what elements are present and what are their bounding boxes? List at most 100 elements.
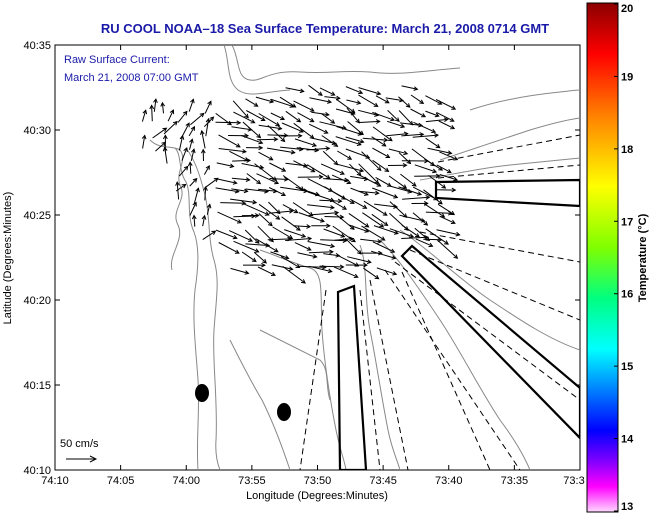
current-vector: [323, 253, 340, 257]
current-vector: [229, 150, 249, 162]
current-vector-head: [183, 147, 188, 153]
current-vector-head: [254, 213, 260, 218]
current-vector-head: [349, 199, 355, 204]
current-vector: [334, 213, 355, 230]
current-vector: [386, 133, 408, 137]
current-vector: [255, 238, 279, 253]
current-vector-head: [162, 127, 168, 133]
current-vector: [190, 113, 205, 126]
y-tick-label: 40:15: [23, 380, 51, 392]
current-vector: [203, 165, 210, 175]
current-vector: [153, 99, 157, 112]
current-vector: [231, 126, 252, 131]
current-vector-head: [366, 259, 372, 264]
current-vector: [388, 148, 408, 155]
current-vector-head: [355, 118, 360, 124]
current-vector-head: [149, 104, 155, 110]
current-vector: [332, 190, 355, 204]
current-vector: [267, 238, 292, 241]
current-vector: [285, 238, 312, 241]
current-vector-head: [348, 236, 354, 242]
current-vector-head: [362, 204, 368, 209]
current-vector: [358, 174, 381, 187]
current-vector: [218, 148, 246, 153]
current-vector-head: [296, 117, 302, 123]
current-vector-head: [390, 248, 396, 253]
current-vector-head: [283, 176, 289, 182]
current-vector: [436, 229, 460, 236]
current-vector: [425, 110, 439, 117]
current-vector: [308, 123, 328, 134]
current-vector-head: [359, 167, 365, 173]
current-vector-head: [306, 224, 312, 229]
current-vector-head: [245, 177, 251, 182]
current-vector-head: [450, 210, 456, 216]
current-vector: [387, 110, 400, 122]
y-axis-ticks: 40:35 40:30 40:25 40:20 40:15 40:10: [23, 40, 580, 477]
current-vector: [189, 202, 197, 216]
colorbar-tick-label: 19: [621, 71, 633, 83]
current-vector: [231, 188, 248, 192]
current-vector-head: [330, 205, 335, 210]
current-vector: [151, 105, 153, 122]
current-vector: [293, 122, 315, 139]
current-vector-head: [339, 264, 345, 270]
current-vector: [204, 177, 219, 189]
current-vector: [258, 151, 273, 161]
current-vector-head: [403, 226, 409, 231]
current-vector: [425, 118, 448, 123]
current-vector-head: [264, 211, 270, 216]
current-vector-head: [301, 233, 307, 238]
current-vector-head: [378, 250, 383, 256]
current-vector: [231, 177, 250, 181]
current-vector: [423, 238, 442, 241]
current-vector: [152, 127, 167, 139]
current-vector: [324, 96, 340, 99]
y-tick-label: 40:25: [23, 210, 51, 222]
current-vector-head: [274, 179, 280, 185]
current-vector: [336, 126, 362, 135]
current-vector-head: [393, 204, 399, 209]
current-vector: [293, 160, 315, 173]
current-vector: [335, 136, 361, 146]
current-vector: [258, 188, 277, 192]
current-vector-head: [251, 257, 257, 263]
current-vector-head: [244, 270, 250, 275]
colorbar-tick-label: 18: [621, 144, 633, 156]
current-vector-head: [318, 174, 324, 180]
current-vector: [331, 200, 347, 210]
current-vector-head: [324, 112, 330, 117]
current-vector: [258, 113, 280, 127]
x-tick-label: 73:35: [501, 475, 529, 487]
current-vector-head: [260, 116, 266, 121]
radar-beam-lines: [299, 134, 580, 470]
current-vector: [307, 204, 334, 209]
current-vector: [371, 213, 388, 226]
current-vector: [245, 188, 269, 193]
current-vector: [164, 147, 168, 164]
current-vector-head: [394, 117, 400, 123]
current-vector-head: [195, 187, 200, 193]
current-vector-head: [162, 134, 168, 140]
current-vector-head: [452, 176, 458, 182]
current-vector-head: [411, 182, 417, 187]
current-vector: [282, 175, 304, 191]
current-vector: [258, 213, 273, 226]
current-vector: [347, 121, 364, 135]
current-vector: [425, 228, 449, 245]
current-vector-head: [206, 203, 212, 209]
current-vector-head: [441, 184, 447, 189]
current-vector: [412, 212, 428, 226]
current-vector: [181, 147, 188, 161]
current-vector-head: [318, 91, 323, 96]
current-vector-head: [438, 199, 443, 205]
current-vector-head: [269, 237, 274, 243]
current-vector: [385, 97, 404, 102]
current-vector-head: [450, 125, 456, 130]
current-vector: [398, 152, 411, 164]
radar-sector-outlines: [336, 178, 580, 470]
current-vector-head: [187, 161, 193, 167]
current-vector-head: [232, 234, 238, 240]
current-vector-head: [201, 214, 207, 220]
current-vector: [268, 187, 286, 196]
